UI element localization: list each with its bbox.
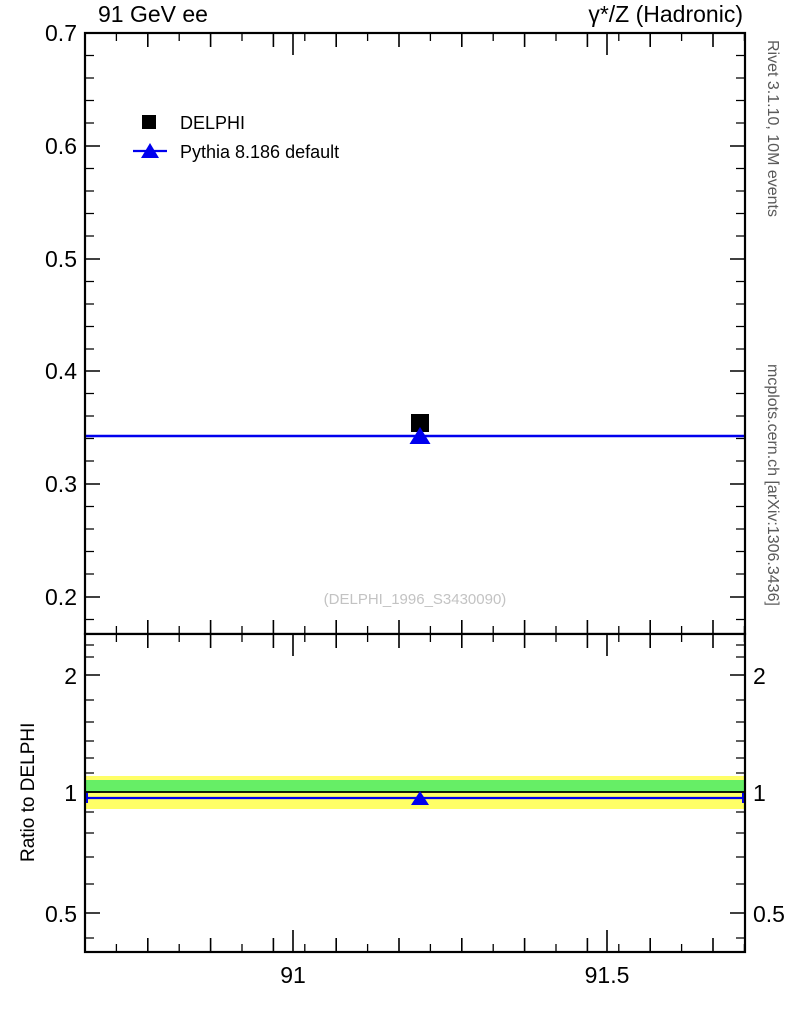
main-x-major-ticks [84, 33, 746, 634]
ratio-ytick-left-2: 0.5 [45, 901, 77, 927]
main-ytick-1: 0.6 [45, 133, 77, 159]
ratio-x-labeled-ticks [292, 634, 608, 952]
main-ytick-4: 0.3 [45, 471, 77, 497]
ratio-x-minor-ticks [115, 634, 746, 952]
legend-label-pythia: Pythia 8.186 default [180, 142, 339, 162]
main-y-major-ticks [85, 32, 745, 598]
main-y-minor-ticks [85, 54, 745, 621]
legend-marker-square-icon [142, 115, 156, 129]
main-ytick-2: 0.5 [45, 246, 77, 272]
header-left-title: 91 GeV ee [98, 1, 208, 27]
ratio-xtick-0: 91 [280, 962, 306, 988]
pythia-data-marker [409, 427, 431, 444]
main-x-minor-ticks [115, 33, 746, 634]
main-plot-area [85, 33, 745, 634]
ratio-y-major-ticks [85, 674, 745, 914]
ratio-axis-title: Ratio to DELPHI [18, 723, 39, 862]
side-label-rivet: Rivet 3.1.10, 10M events [764, 40, 781, 217]
analysis-watermark: (DELPHI_1996_S3430090) [324, 591, 507, 608]
ratio-xtick-1: 91.5 [585, 962, 630, 988]
side-label-mcplots: mcplots.cern.ch [arXiv:1306.3436] [764, 364, 781, 606]
header-right-title: γ*/Z (Hadronic) [588, 1, 743, 27]
ratio-mc-marker [411, 791, 429, 805]
ratio-x-major-ticks [84, 634, 714, 952]
legend: DELPHI Pythia 8.186 default [133, 113, 339, 162]
ratio-y-minor-ticks [85, 644, 745, 939]
ratio-ytick-right-1: 1 [753, 780, 766, 806]
legend-label-delphi: DELPHI [180, 113, 245, 133]
delphi-data-marker [411, 414, 429, 432]
ratio-ytick-left-0: 2 [64, 663, 77, 689]
ratio-ytick-right-2: 0.5 [753, 901, 785, 927]
main-ytick-3: 0.4 [45, 358, 77, 384]
ratio-ytick-left-1: 1 [64, 780, 77, 806]
main-panel: DELPHI Pythia 8.186 default (DELPHI_1996… [45, 20, 747, 636]
main-ytick-0: 0.7 [45, 20, 77, 46]
ratio-ytick-right-0: 2 [753, 663, 766, 689]
main-ytick-5: 0.2 [45, 584, 77, 610]
main-x-labeled-ticks [292, 33, 608, 55]
uncertainty-band-inner [86, 780, 744, 792]
legend-marker-triangle-icon [141, 143, 159, 158]
ratio-panel: 2 1 0.5 2 1 0.5 Ratio to DELPHI [18, 632, 785, 988]
ratio-panel-frame [83, 632, 747, 954]
